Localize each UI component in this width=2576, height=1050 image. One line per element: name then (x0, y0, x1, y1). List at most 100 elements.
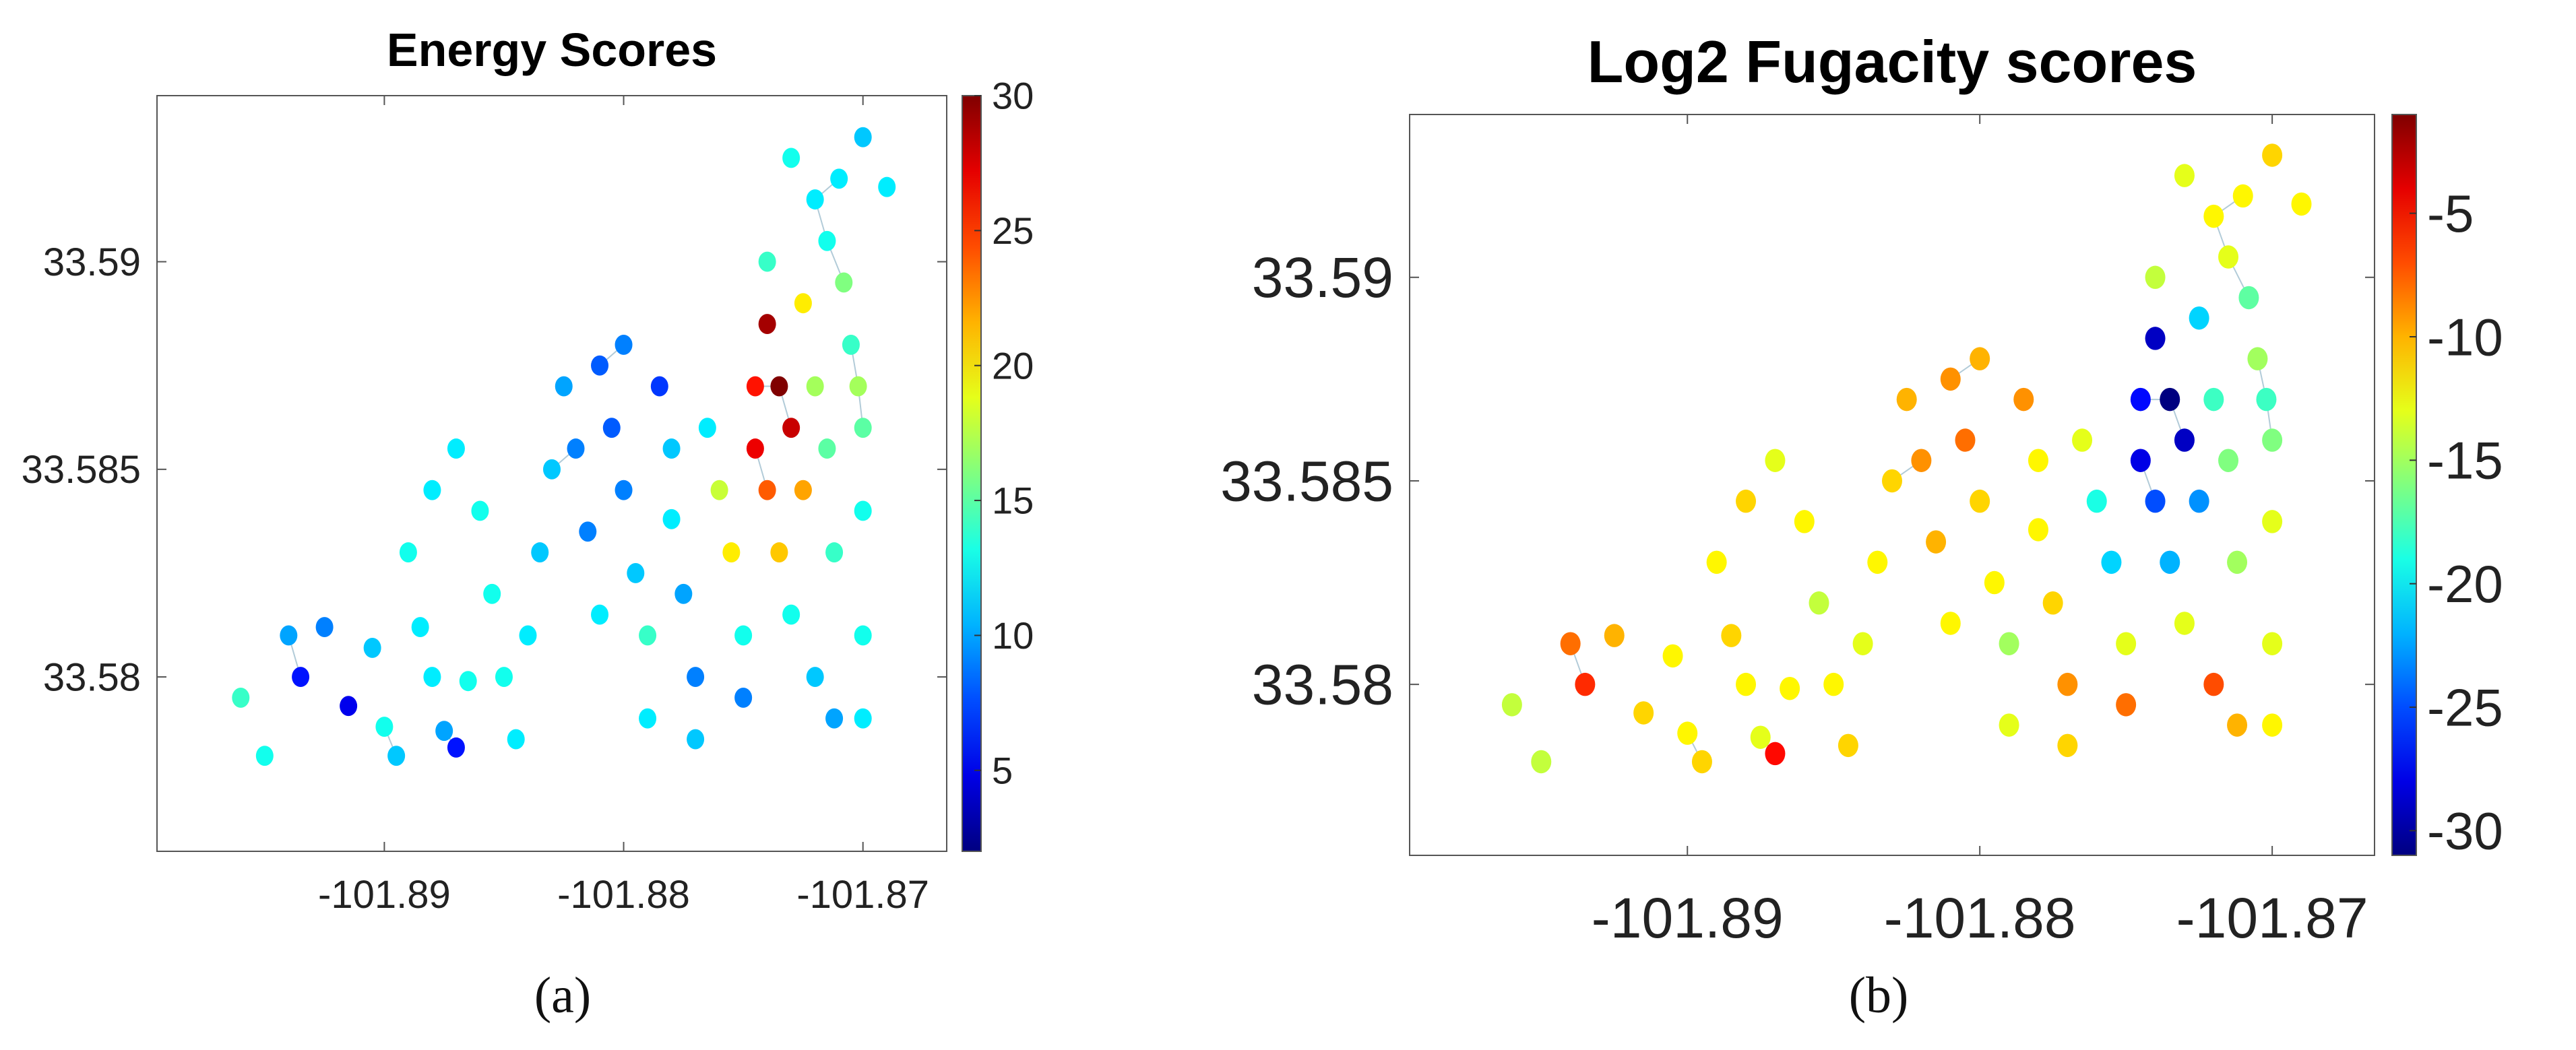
y-tick-label: 33.58 (43, 655, 141, 699)
data-point (818, 438, 836, 459)
data-point (1999, 632, 2019, 655)
y-tick-label: 33.585 (1220, 449, 1393, 513)
log2-fugacity-scores-chart: Log2 Fugacity scores -101.89 -101.88 -101.8… (1220, 28, 2503, 950)
data-point (1736, 489, 1757, 513)
data-point (806, 376, 824, 397)
data-point (519, 625, 537, 646)
data-point (758, 314, 776, 335)
data-point (1780, 676, 1800, 700)
colorbar-tick-label: 10 (992, 614, 1034, 657)
data-point (1691, 750, 1712, 774)
data-point (1867, 550, 1888, 575)
data-point (2174, 164, 2195, 187)
data-point (615, 334, 633, 355)
x-tick-label: -101.87 (796, 873, 929, 917)
data-point (2057, 733, 2078, 758)
data-point (435, 721, 453, 742)
y-tick-label: 33.58 (1252, 653, 1393, 717)
data-point (280, 625, 298, 646)
data-point (2057, 672, 2078, 696)
data-point (2262, 632, 2283, 655)
data-point (650, 376, 668, 397)
data-point (2013, 387, 2034, 412)
colorbar-tick-label: -15 (2427, 431, 2503, 490)
network-edges (288, 178, 864, 756)
data-point (1911, 449, 1932, 472)
data-point (854, 127, 872, 147)
x-tick-label: -101.88 (1884, 886, 2076, 950)
data-point (567, 438, 585, 459)
data-point (2160, 387, 2180, 412)
data-point (1896, 387, 1917, 412)
data-point (2247, 347, 2268, 370)
data-point (2130, 387, 2151, 412)
chart-panel-a: Energy Scores -101.89 -101.88 -101.87 33.59 3… (0, 0, 1051, 1050)
x-tick-label: -101.87 (2176, 886, 2368, 950)
data-point (2042, 591, 2063, 615)
data-point (2262, 143, 2283, 167)
data-point (2116, 693, 2137, 717)
data-point (639, 625, 657, 646)
data-point (825, 708, 844, 729)
chart-panel-b: Log2 Fugacity scores -101.89 -101.88 -101.8… (1186, 0, 2576, 1050)
data-point (849, 376, 867, 397)
x-tick-label: -101.89 (318, 873, 451, 917)
data-point (794, 480, 812, 500)
data-point (1706, 550, 1727, 575)
data-point (806, 189, 824, 210)
data-point (842, 334, 860, 355)
data-point (758, 251, 776, 272)
data-point (387, 746, 406, 766)
data-point (854, 625, 872, 646)
data-point (375, 717, 394, 737)
data-point (1882, 469, 1902, 493)
data-point (639, 708, 657, 729)
data-point (662, 438, 681, 459)
plot-area (156, 95, 947, 852)
data-point (2203, 387, 2224, 412)
data-point (878, 176, 896, 197)
data-point (495, 667, 513, 688)
data-point (806, 667, 824, 688)
data-point (1662, 644, 1683, 668)
data-point (615, 480, 633, 500)
colorbar-tick-label: -10 (2427, 307, 2503, 366)
colorbar-tick-label: 25 (992, 209, 1034, 252)
data-point (854, 500, 872, 521)
colorbar-tick-label: -5 (2427, 184, 2474, 243)
chart-title: Energy Scores (387, 24, 717, 76)
data-point (471, 500, 489, 521)
data-point (734, 687, 753, 708)
data-point (1794, 510, 1815, 533)
data-point (2130, 449, 2151, 472)
data-point (2262, 428, 2283, 452)
data-point (531, 542, 549, 563)
data-point (507, 729, 525, 750)
data-point (758, 480, 776, 500)
data-point (854, 708, 872, 729)
data-point (2145, 327, 2166, 350)
data-point (2227, 550, 2248, 575)
x-tick-label: -101.89 (1592, 886, 1784, 950)
data-point (674, 583, 693, 604)
data-point (1501, 693, 1522, 717)
data-point (835, 272, 853, 293)
data-point (1823, 672, 1844, 696)
data-point (2238, 286, 2259, 310)
data-point (2145, 489, 2166, 513)
data-point (2203, 204, 2224, 228)
data-point (1575, 672, 1596, 696)
x-tick-label: -101.88 (557, 873, 690, 917)
colorbar-tick-label: 5 (992, 749, 1013, 791)
data-point (1736, 672, 1757, 696)
colorbar (962, 95, 982, 852)
data-point (1633, 701, 1654, 725)
data-point (1531, 750, 1552, 774)
network-edges (1569, 195, 2273, 762)
data-point (687, 667, 705, 688)
data-point (1852, 632, 1873, 655)
energy-scores-chart: Energy Scores -101.89 -101.88 -101.87 33.59 3… (22, 24, 1034, 917)
data-point (2232, 184, 2253, 208)
data-point (1809, 591, 1829, 615)
data-point (710, 480, 728, 500)
